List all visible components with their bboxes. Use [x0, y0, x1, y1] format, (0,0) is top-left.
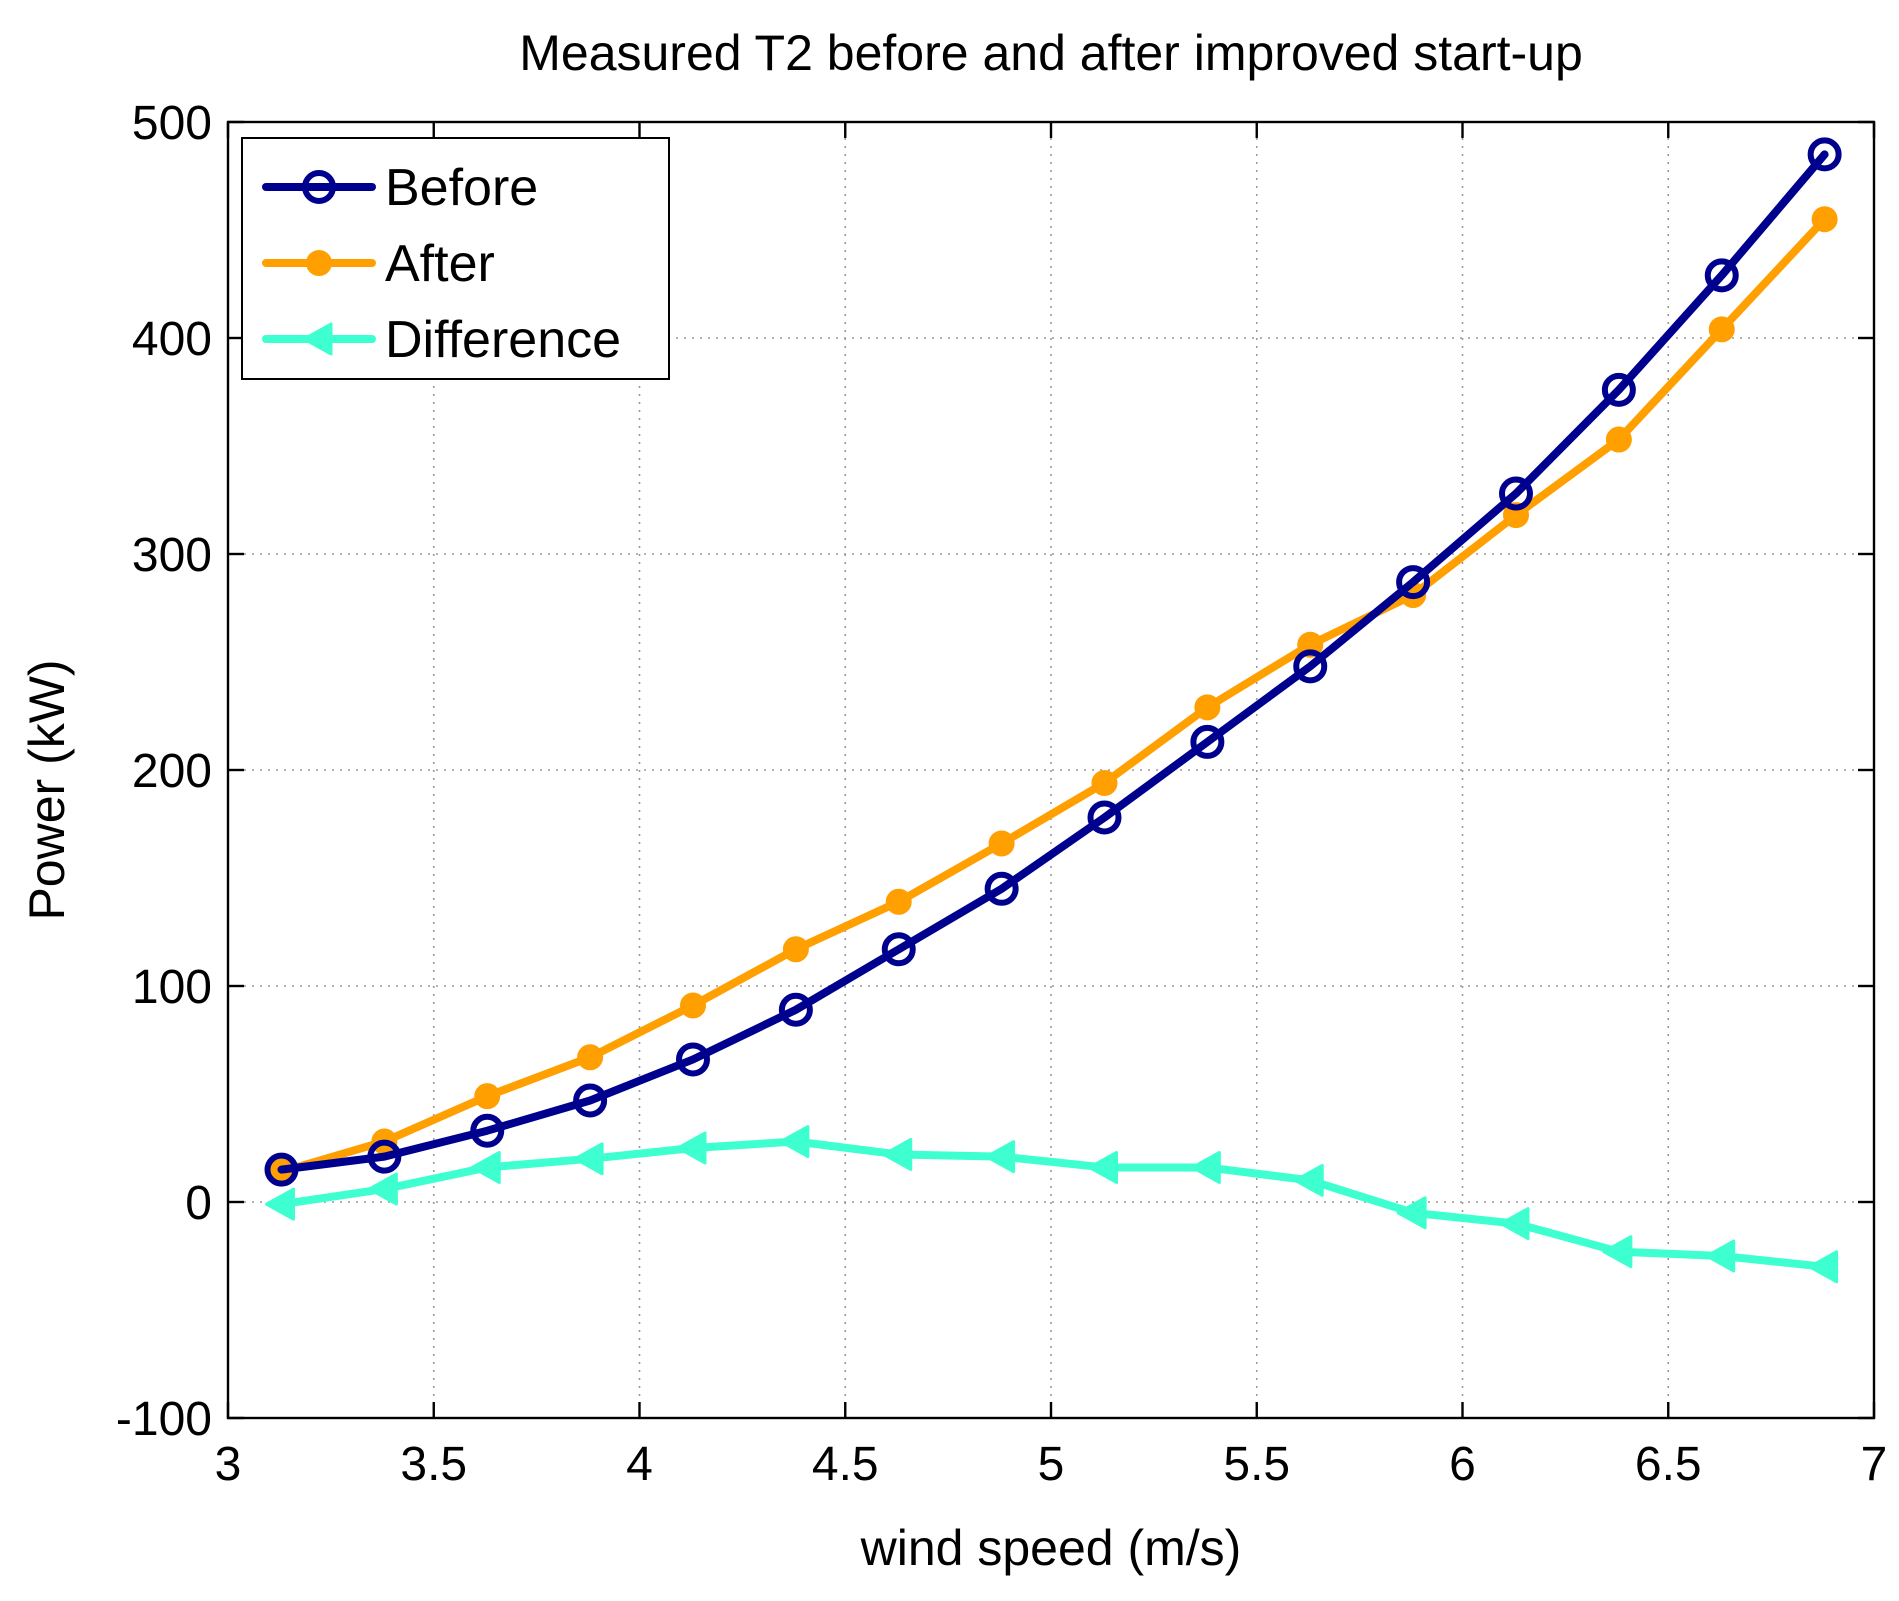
y-tick-label: 300 [132, 529, 212, 582]
legend-label-before: Before [385, 159, 538, 217]
data-point-difference [1602, 1235, 1633, 1269]
tick-marks [226, 120, 1876, 1420]
legend-label-difference: Difference [385, 311, 621, 369]
series [264, 137, 1842, 1284]
x-tick-label: 4.5 [812, 1438, 879, 1491]
data-point-before [1498, 476, 1533, 511]
y-tick-label: 500 [132, 97, 212, 150]
data-point-difference [882, 1137, 913, 1171]
data-point-before [984, 871, 1019, 906]
series-line-difference [277, 1137, 1829, 1271]
series-line-before [277, 150, 1829, 1174]
data-point-after [1091, 769, 1118, 796]
data-point-before [1087, 800, 1122, 835]
legend-entry-after: After [262, 235, 495, 293]
data-point-difference [1808, 1250, 1839, 1284]
x-tick-label: 5 [1038, 1438, 1065, 1491]
data-point-before [1190, 724, 1225, 759]
series-before [264, 137, 1842, 1187]
data-point-before [367, 1139, 402, 1174]
data-point-difference [779, 1125, 810, 1159]
legend-label-after: After [385, 235, 495, 293]
x-tick-label: 3.5 [400, 1438, 467, 1491]
x-tick-label: 6.5 [1635, 1438, 1702, 1491]
data-point-difference [1190, 1150, 1221, 1184]
legend-entries: Before After Difference [262, 159, 621, 369]
y-tick-label: 0 [185, 1177, 212, 1230]
data-point-after [782, 936, 809, 963]
data-point-after [1811, 206, 1838, 233]
data-point-before [1396, 565, 1431, 600]
data-point-after [679, 992, 706, 1019]
data-point-before [881, 932, 916, 967]
x-axis-title: wind speed (m/s) [860, 1520, 1242, 1576]
data-point-after [885, 888, 912, 915]
data-point-difference [573, 1142, 604, 1176]
data-point-difference [985, 1140, 1016, 1174]
data-point-before [470, 1113, 505, 1148]
series-after [268, 206, 1838, 1185]
chart-title: Measured T2 before and after improved st… [519, 25, 1583, 81]
y-tick-label: -100 [116, 1393, 212, 1446]
x-tick-label: 4 [626, 1438, 653, 1491]
data-point-difference [264, 1187, 295, 1221]
y-tick-labels: -100 0 100 200 300 400 500 [116, 97, 212, 1446]
data-point-difference [470, 1150, 501, 1184]
x-tick-label: 7 [1861, 1438, 1888, 1491]
x-tick-labels: 3 3.5 4 4.5 5 5.5 6 6.5 7 [215, 1438, 1888, 1491]
data-point-before [1293, 649, 1328, 684]
legend-swatch-marker-after [306, 250, 332, 276]
data-point-after [1605, 426, 1632, 453]
data-point-before [573, 1083, 608, 1118]
data-point-before [1807, 137, 1842, 172]
y-tick-label: 400 [132, 313, 212, 366]
x-tick-label: 5.5 [1223, 1438, 1290, 1491]
legend-swatch-marker-difference [302, 322, 333, 356]
legend-entry-difference: Difference [262, 311, 621, 369]
data-point-difference [1087, 1150, 1118, 1184]
y-tick-label: 100 [132, 961, 212, 1014]
data-point-before [1601, 372, 1636, 407]
data-point-before [1704, 258, 1739, 293]
y-axis-title: Power (kW) [19, 659, 75, 920]
data-point-difference [1499, 1207, 1530, 1241]
legend: Before After Difference [241, 137, 670, 380]
data-point-after [1708, 316, 1735, 343]
legend-swatch-marker-before [302, 170, 336, 204]
series-line-after [277, 215, 1829, 1176]
data-point-before [778, 992, 813, 1027]
legend-entry-before: Before [262, 159, 538, 217]
data-point-before [264, 1152, 299, 1187]
data-point-after [988, 830, 1015, 857]
x-tick-label: 6 [1449, 1438, 1476, 1491]
data-point-after [577, 1044, 604, 1071]
y-tick-label: 200 [132, 745, 212, 798]
data-point-difference [367, 1172, 398, 1206]
data-point-difference [1705, 1239, 1736, 1273]
data-point-after [474, 1083, 501, 1110]
data-point-difference [1293, 1163, 1324, 1197]
series-difference [264, 1125, 1839, 1284]
data-point-after [1194, 694, 1221, 721]
data-point-difference [1396, 1196, 1427, 1230]
data-point-before [675, 1042, 710, 1077]
x-tick-label: 3 [215, 1438, 242, 1491]
data-point-difference [676, 1131, 707, 1165]
